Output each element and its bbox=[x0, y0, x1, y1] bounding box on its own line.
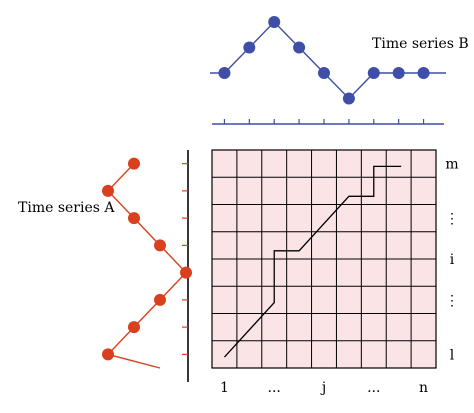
series-a-point bbox=[128, 321, 140, 334]
warping-path-line bbox=[223, 165, 402, 358]
series-a-point bbox=[128, 157, 140, 170]
time-series-a-label: Time series A bbox=[18, 200, 115, 216]
series-b-point bbox=[367, 67, 380, 79]
row-label: ⋮ bbox=[445, 211, 459, 227]
series-a-point bbox=[128, 212, 140, 225]
row-label: l bbox=[450, 347, 455, 363]
series-b-point bbox=[417, 67, 430, 79]
series-a-point bbox=[154, 293, 166, 306]
column-label: n bbox=[419, 380, 428, 396]
series-b-point bbox=[318, 67, 330, 79]
series-b-point bbox=[392, 67, 405, 79]
series-a-line bbox=[106, 162, 187, 369]
column-labels: 1... j... n bbox=[220, 380, 428, 396]
warping-path bbox=[223, 165, 402, 358]
row-label: ⋮ bbox=[445, 293, 459, 309]
time-series-b bbox=[210, 16, 446, 105]
column-label: j bbox=[320, 380, 326, 396]
column-label: ... bbox=[268, 380, 281, 396]
time-series-b-label: Time series B bbox=[372, 36, 469, 52]
series-a-point bbox=[102, 184, 114, 197]
time-series-a-axis bbox=[182, 150, 189, 382]
series-a-point bbox=[102, 348, 114, 361]
series-b-point bbox=[342, 92, 355, 105]
series-b-line bbox=[210, 20, 446, 100]
series-b-point bbox=[293, 41, 306, 54]
column-label: 1 bbox=[220, 380, 229, 396]
series-a-point bbox=[180, 266, 192, 279]
row-labels: m ⋮ i ⋮ l bbox=[445, 157, 459, 364]
series-a-point bbox=[154, 239, 166, 252]
row-label: i bbox=[450, 252, 455, 268]
column-label: ... bbox=[367, 380, 380, 396]
time-series-a bbox=[102, 157, 192, 369]
time-series-b-axis bbox=[212, 119, 444, 125]
series-b-point bbox=[218, 67, 231, 79]
row-label: m bbox=[445, 157, 458, 173]
series-b-point bbox=[243, 41, 256, 54]
cost-matrix bbox=[211, 149, 437, 369]
series-b-point bbox=[268, 16, 281, 28]
